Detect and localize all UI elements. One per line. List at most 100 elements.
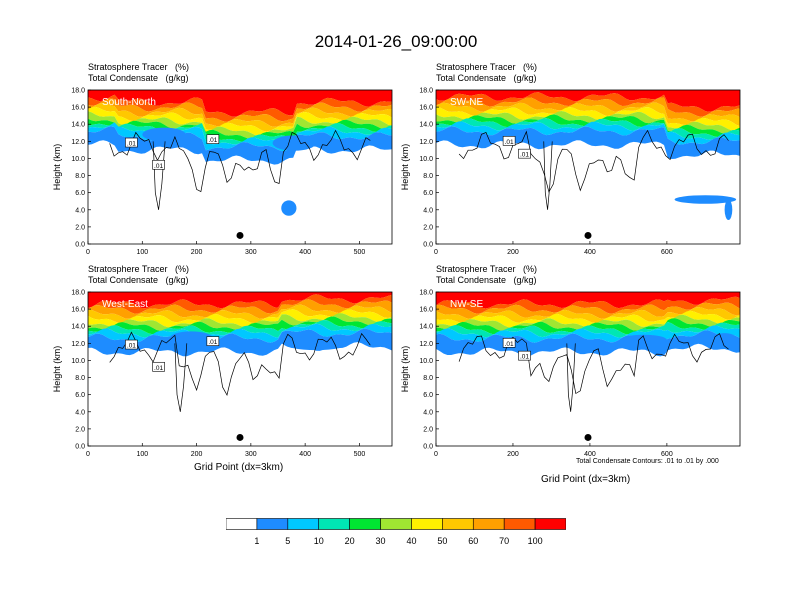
colorbar-swatch	[442, 518, 474, 530]
location-marker	[236, 231, 244, 239]
panel-title-line2: Total Condensate (g/kg)	[436, 275, 537, 285]
x-tick-label: 200	[507, 451, 519, 458]
x-tick-label: 400	[584, 451, 596, 458]
colorbar-label: 40	[406, 536, 417, 546]
tracer-band	[436, 296, 740, 314]
tracer-band	[436, 307, 740, 324]
y-tick-label: 2.0	[423, 224, 433, 231]
y-tick-label: 14.0	[71, 122, 85, 129]
tracer-blob	[281, 200, 297, 216]
tracer-band	[88, 292, 392, 309]
contour-label: .01	[502, 136, 516, 146]
y-tick-label: 6.0	[75, 392, 85, 399]
tracer-band	[436, 121, 740, 145]
x-tick-label: 100	[136, 249, 148, 256]
tracer-blob	[724, 199, 733, 221]
x-tick-label: 200	[191, 451, 203, 458]
cross-section-nw-se: .01 .01 NW-SE 0.0 2.0 4.0 6.0 8.0 10.0 12.0 14.0 16…	[400, 290, 741, 458]
y-tick-label: 2.0	[75, 426, 85, 433]
y-tick-label: 12.0	[71, 139, 85, 146]
svg-text:.01: .01	[208, 137, 217, 144]
y-tick-label: 6.0	[423, 392, 433, 399]
condensate-contour	[566, 343, 576, 412]
colorbar-label: 20	[344, 536, 355, 546]
contour-label: .01	[502, 338, 516, 348]
tracer-band	[88, 103, 392, 132]
x-tick-label: 300	[245, 249, 257, 256]
tracer-band	[88, 111, 392, 139]
colorbar-label: 100	[527, 536, 543, 546]
plot-frame	[435, 89, 741, 245]
y-tick-label: 2.0	[75, 224, 85, 231]
y-tick-label: 12.0	[71, 341, 85, 348]
tracer-field: .01 .01	[436, 90, 740, 221]
location-marker	[584, 433, 592, 441]
tracer-band	[88, 118, 392, 142]
y-tick-label: 14.0	[419, 122, 433, 129]
svg-text:.01: .01	[505, 341, 514, 348]
svg-text:.01: .01	[520, 152, 529, 159]
panel-title-line2: Total Condensate (g/kg)	[88, 73, 189, 83]
colorbar-label: 70	[499, 536, 510, 546]
tracer-band	[436, 292, 740, 309]
tracer-band	[88, 98, 392, 127]
tracer-field: .01 .01	[436, 292, 740, 412]
panel-label: West-East	[102, 299, 148, 310]
condensate-contour	[458, 129, 729, 193]
y-axis-label: Height (km)	[52, 144, 62, 191]
x-tick-label: 400	[299, 249, 311, 256]
y-tick-label: 2.0	[423, 426, 433, 433]
y-tick-label: 12.0	[419, 341, 433, 348]
svg-text:.01: .01	[208, 339, 217, 346]
panel-title-line1: Stratosphere Tracer (%)	[436, 62, 538, 72]
y-tick-label: 8.0	[423, 173, 433, 180]
location-marker	[236, 433, 244, 441]
x-tick-label: 200	[191, 249, 203, 256]
tracer-band	[436, 97, 740, 122]
tracer-band	[436, 302, 740, 319]
contour-note: Total Condensate Contours: .01 to .01 by…	[576, 458, 719, 465]
y-axis-label: Height (km)	[52, 346, 62, 393]
colorbar-swatch	[226, 518, 258, 530]
condensate-contour	[109, 129, 371, 193]
panel-title-3: Stratosphere Tracer (%) Total Condensate …	[88, 264, 189, 286]
y-tick-label: 4.0	[423, 409, 433, 416]
x-tick-label: 500	[354, 249, 366, 256]
y-tick-label: 14.0	[419, 324, 433, 331]
tracer-band	[88, 106, 392, 136]
y-tick-label: 0.0	[423, 242, 433, 249]
tracer-field: .01 .01 .01	[88, 292, 392, 412]
contour-label: .01	[125, 339, 138, 350]
tracer-blob	[272, 135, 316, 151]
y-tick-label: 4.0	[423, 207, 433, 214]
condensate-contour	[543, 141, 553, 210]
y-tick-label: 8.0	[75, 375, 85, 382]
contour-label: .01	[152, 361, 165, 372]
x-axis-label: Grid Point (dx=3km)	[541, 474, 631, 485]
y-tick-label: 0.0	[75, 242, 85, 249]
tracer-band	[88, 323, 392, 343]
y-tick-label: 4.0	[75, 409, 85, 416]
panel-title-4: Stratosphere Tracer (%) Total Condensate …	[436, 264, 537, 286]
tracer-blob	[283, 336, 349, 351]
panel-title-line1: Stratosphere Tracer (%)	[88, 264, 190, 274]
tracer-band	[436, 111, 740, 134]
condensate-contour	[174, 343, 188, 412]
tracer-band	[436, 318, 740, 335]
contour-label: .01	[518, 148, 531, 159]
panel-label: NW-SE	[450, 299, 483, 310]
y-tick-label: 16.0	[71, 105, 85, 112]
x-tick-label: 0	[86, 249, 90, 256]
tracer-band	[88, 299, 392, 319]
tracer-band	[436, 106, 740, 131]
y-tick-label: 16.0	[419, 307, 433, 314]
tracer-band	[436, 314, 740, 331]
x-tick-label: 0	[86, 451, 90, 458]
x-tick-label: 600	[661, 249, 673, 256]
y-axis-label: Height (km)	[400, 346, 410, 393]
panel-title-line1: Stratosphere Tracer (%)	[436, 264, 538, 274]
tracer-band	[88, 123, 392, 146]
colorbar-swatch	[503, 518, 536, 530]
y-tick-label: 14.0	[71, 324, 85, 331]
